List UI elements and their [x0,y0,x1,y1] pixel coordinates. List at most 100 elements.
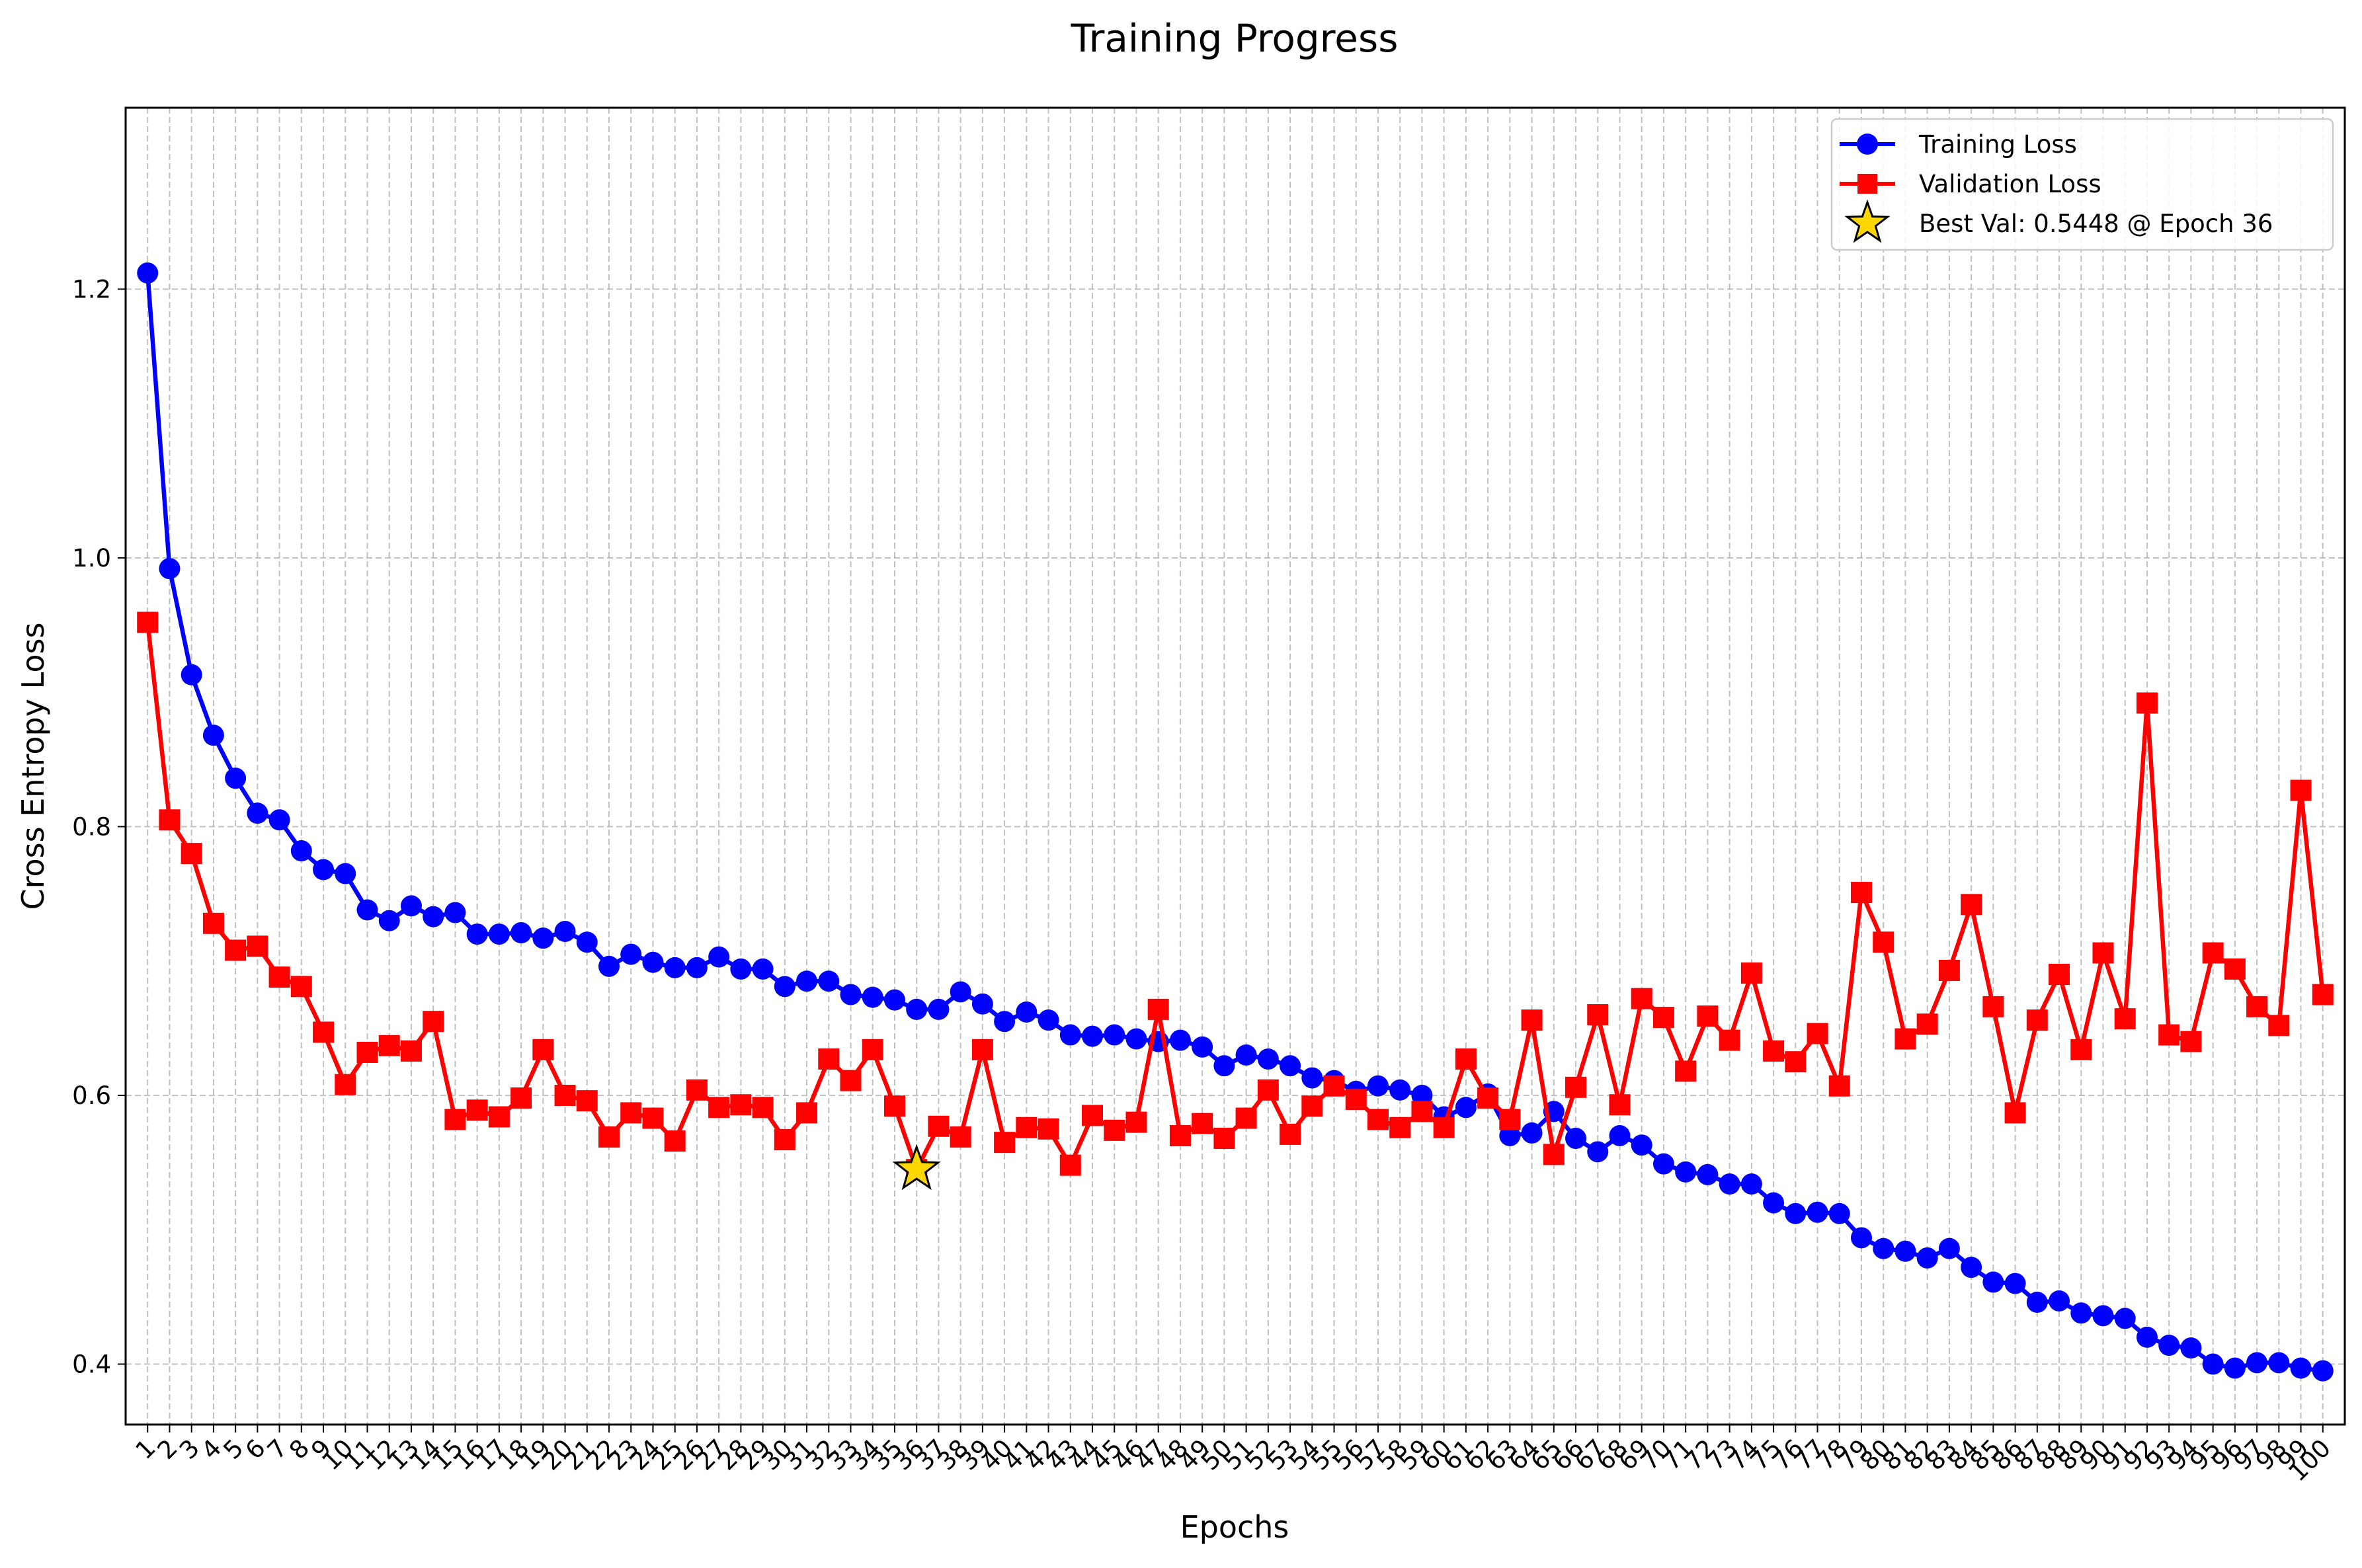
training-loss-point [2202,1353,2224,1375]
validation-loss-point [2070,1039,2092,1060]
validation-loss-point [1785,1051,1807,1073]
validation-loss-point [1367,1109,1389,1130]
training-loss-point [1740,1173,1762,1195]
training-loss-point [950,981,971,1003]
validation-loss-point [1301,1095,1323,1117]
validation-loss-point [1652,1007,1674,1029]
grid [126,108,2345,1425]
validation-loss-point [1411,1101,1433,1122]
training-loss-point [202,725,224,746]
training-loss-point [554,921,576,943]
training-loss-point [1082,1025,1104,1047]
validation-loss-point [1675,1060,1697,1082]
training-loss-point [2004,1273,2026,1294]
validation-loss-point [796,1102,818,1124]
training-loss-point [906,998,928,1020]
training-loss-point [1763,1192,1785,1214]
training-loss-point [335,863,356,884]
training-loss-point [225,767,247,789]
validation-loss-point [1082,1105,1104,1126]
validation-loss-point [1477,1087,1499,1109]
legend-item-validation: Validation Loss [1840,170,2101,198]
validation-loss-point [708,1097,730,1118]
validation-loss-point [1609,1094,1631,1116]
training-loss-point [181,664,202,686]
training-loss-point [1192,1036,1213,1058]
training-loss-point [1719,1173,1740,1195]
training-loss-point [1873,1237,1894,1259]
validation-loss-point [1059,1154,1081,1176]
validation-loss-point [1323,1075,1345,1097]
training-loss-point [488,923,510,945]
validation-loss-point [1235,1107,1257,1129]
validation-loss-point [400,1040,422,1062]
training-loss-point [159,558,181,580]
validation-loss-point [1961,894,1982,916]
legend-validation-marker [1857,174,1877,194]
validation-loss-point [1587,1004,1609,1026]
training-loss-point [378,910,400,931]
training-loss-point [2158,1335,2180,1356]
training-loss-point [1961,1257,1982,1278]
validation-loss-point [2246,996,2268,1017]
y-tick-label: 0.8 [72,812,111,841]
training-loss-point [1499,1124,1521,1146]
training-loss-line [145,272,2324,1373]
validation-loss-point [862,1039,883,1060]
validation-loss-point [1192,1113,1213,1134]
training-loss-point [1982,1271,2004,1293]
validation-loss-point [1257,1079,1279,1101]
validation-loss-point [730,1094,752,1116]
validation-loss-line [145,622,2326,1172]
validation-loss-point [994,1132,1016,1154]
legend-item-training: Training Loss [1840,130,2077,159]
training-loss-point [708,946,730,968]
validation-loss-point [883,1095,905,1117]
training-loss-point [466,923,488,945]
validation-loss-point [335,1074,356,1095]
validation-loss-point [554,1085,576,1106]
training-loss-point [1652,1153,1674,1175]
validation-loss-point [971,1039,993,1060]
training-loss-point [862,986,883,1008]
training-loss-point [686,957,708,978]
validation-loss-point [1038,1118,1059,1140]
validation-loss-point [378,1035,400,1056]
legend-star-icon [1844,199,1891,243]
validation-loss-point [159,809,181,831]
training-loss-point [1257,1048,1279,1070]
training-loss-point [1609,1124,1631,1146]
training-loss-point [2049,1290,2070,1312]
legend: Training Loss Validation Loss Best Val: … [1830,118,2334,251]
training-loss-point [1565,1128,1587,1150]
chart-title: Training Progress [1071,16,1399,61]
validation-loss-point [510,1087,532,1109]
validation-loss-point [686,1079,708,1101]
training-loss-point [2224,1357,2246,1379]
validation-loss-point [202,912,224,934]
training-loss-point [818,970,840,992]
training-loss-point [137,262,159,284]
validation-loss-point [225,939,247,961]
training-loss-point [642,951,664,973]
training-loss-point [1213,1055,1235,1077]
training-loss-point [510,922,532,944]
training-loss-point [1697,1163,1719,1185]
validation-loss-point [752,1097,774,1118]
validation-loss-point [2049,964,2070,986]
validation-loss-point [818,1048,840,1070]
validation-loss-point [1697,1005,1719,1027]
x-axis-label: Epochs [1180,1509,1289,1545]
validation-loss-point [1455,1048,1477,1070]
training-loss-point [1235,1044,1257,1066]
validation-loss-point [576,1090,598,1112]
validation-loss-point [532,1039,554,1060]
training-loss-point [730,958,752,980]
training-loss-point [423,906,444,927]
y-tick-label: 1.0 [72,544,111,572]
training-loss-point [2092,1305,2114,1327]
validation-loss-point [1916,1013,1938,1035]
validation-loss-point [1631,988,1652,1009]
